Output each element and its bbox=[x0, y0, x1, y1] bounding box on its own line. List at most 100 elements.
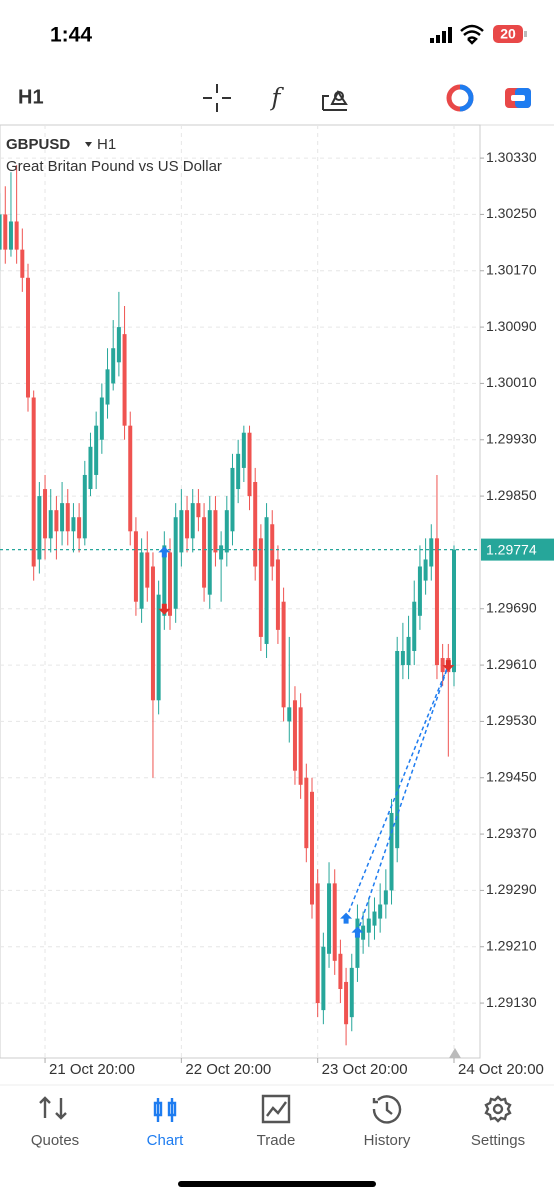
candle-body bbox=[207, 510, 212, 595]
candle-body bbox=[344, 981, 349, 1025]
y-tick-label: 1.30090 bbox=[486, 318, 537, 334]
x-tick-label: 21 Oct 20:00 bbox=[49, 1061, 135, 1078]
candle-body bbox=[321, 946, 326, 1011]
candle-body bbox=[275, 559, 280, 630]
candle-body bbox=[417, 566, 422, 616]
candle-body bbox=[310, 791, 314, 905]
candle-body bbox=[77, 517, 82, 539]
x-tick-label: 24 Oct 20:00 bbox=[458, 1061, 544, 1078]
trade-marker bbox=[158, 603, 171, 615]
nav-icon[interactable] bbox=[372, 1095, 402, 1124]
symbol: GBPUSD bbox=[6, 136, 70, 153]
nav-label[interactable]: Chart bbox=[147, 1132, 185, 1149]
candle-body bbox=[236, 453, 241, 490]
candle-body bbox=[31, 397, 36, 567]
account-button-half bbox=[459, 84, 474, 112]
trade-link bbox=[356, 664, 450, 933]
crosshair-button[interactable] bbox=[203, 84, 231, 112]
candle-body bbox=[395, 651, 400, 849]
candle-body bbox=[99, 397, 104, 440]
y-tick-label: 1.29210 bbox=[486, 937, 537, 953]
candle-body bbox=[0, 214, 2, 250]
candle-body bbox=[389, 812, 394, 891]
candle-body bbox=[116, 327, 121, 363]
candle-body bbox=[48, 510, 53, 539]
candle-body bbox=[327, 883, 332, 954]
nav-icon-hole bbox=[492, 1103, 504, 1115]
candle-body bbox=[412, 601, 417, 652]
candle-body bbox=[179, 510, 184, 553]
nav-label[interactable]: Trade bbox=[257, 1132, 296, 1149]
candle-body bbox=[219, 545, 224, 560]
candle-body bbox=[88, 446, 93, 490]
candle-body bbox=[139, 552, 144, 609]
y-tick-label: 1.29450 bbox=[486, 768, 537, 784]
candle-body bbox=[168, 552, 172, 616]
chart-timeframe: H1 bbox=[97, 136, 116, 153]
y-tick-label: 1.30250 bbox=[486, 205, 537, 221]
candle-body bbox=[43, 489, 48, 539]
y-tick-label: 1.29690 bbox=[486, 599, 537, 615]
candle-body bbox=[355, 918, 360, 968]
candle-body bbox=[338, 953, 343, 989]
battery-level: 20 bbox=[500, 26, 516, 42]
candle-body bbox=[94, 425, 99, 475]
trade-button-inner bbox=[511, 95, 525, 101]
nav-label[interactable]: History bbox=[364, 1132, 411, 1149]
nav-icon[interactable] bbox=[153, 1098, 177, 1122]
candle-body bbox=[173, 517, 178, 609]
nav-label[interactable]: Settings bbox=[471, 1132, 525, 1149]
candle-body bbox=[230, 467, 235, 532]
candle-body bbox=[281, 601, 286, 708]
nav-label[interactable]: Quotes bbox=[31, 1132, 79, 1149]
chart-layer bbox=[0, 125, 480, 1058]
chart-frame bbox=[0, 124, 481, 1059]
y-tick-label: 1.29610 bbox=[486, 656, 537, 672]
candle-body bbox=[440, 658, 445, 673]
candle-body bbox=[65, 503, 70, 532]
symbol-caret bbox=[85, 142, 92, 147]
candle-body bbox=[185, 510, 190, 539]
candle-body bbox=[71, 517, 76, 532]
current-price-label: 1.29774 bbox=[486, 541, 537, 557]
home-indicator bbox=[178, 1181, 376, 1187]
symbol-description: Great Britan Pound vs US Dollar bbox=[6, 158, 222, 175]
indicators-button[interactable]: f bbox=[270, 84, 285, 112]
candle-body bbox=[156, 594, 161, 701]
candle-body bbox=[253, 482, 258, 567]
timeframe-button[interactable]: H1 bbox=[18, 86, 44, 108]
y-tick-label: 1.30170 bbox=[486, 261, 537, 277]
candle-body bbox=[111, 348, 116, 384]
nav-icon[interactable] bbox=[39, 1096, 67, 1120]
candle-body bbox=[26, 277, 30, 398]
candle-body bbox=[122, 334, 127, 426]
wifi-icon bbox=[460, 24, 484, 45]
y-tick-label: 1.29370 bbox=[486, 825, 537, 841]
candle-body bbox=[429, 538, 434, 567]
candle-body bbox=[372, 911, 377, 926]
y-tick-label: 1.30330 bbox=[486, 149, 537, 165]
candle-body bbox=[37, 496, 42, 560]
nav-icon[interactable] bbox=[261, 1094, 291, 1124]
candle-body bbox=[406, 636, 411, 666]
nav-icon[interactable] bbox=[484, 1095, 512, 1123]
candle-body bbox=[423, 559, 428, 581]
candle-body bbox=[452, 549, 456, 673]
candle-body bbox=[128, 425, 133, 532]
candle-body bbox=[224, 510, 229, 553]
candle-body bbox=[202, 517, 207, 588]
candle-body bbox=[292, 700, 297, 771]
signal-icon bbox=[430, 27, 452, 43]
objects-button[interactable] bbox=[322, 90, 348, 111]
trade-link bbox=[345, 664, 450, 919]
candle-body bbox=[270, 524, 275, 567]
candle-body bbox=[378, 904, 383, 919]
candle-body bbox=[258, 538, 263, 637]
battery-tip bbox=[524, 31, 527, 37]
status-time: 1:44 bbox=[50, 24, 92, 47]
candle-body bbox=[14, 221, 19, 250]
candle-body bbox=[3, 214, 8, 250]
candle-body bbox=[8, 221, 13, 250]
y-tick-label: 1.29850 bbox=[486, 487, 537, 503]
